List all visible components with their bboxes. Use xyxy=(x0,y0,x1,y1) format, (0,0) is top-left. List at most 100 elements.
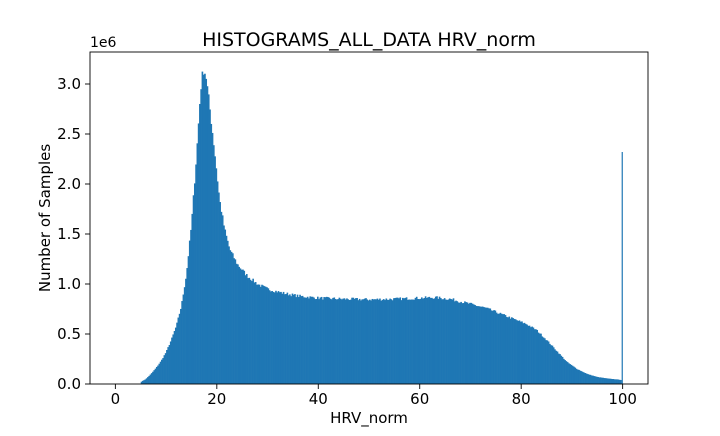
histogram-bar xyxy=(277,291,280,384)
histogram-bar xyxy=(432,298,435,384)
histogram-bar xyxy=(564,360,566,384)
histogram-bar xyxy=(560,355,563,384)
histogram-bar xyxy=(289,294,291,384)
histogram-bar xyxy=(333,297,336,384)
histogram-bar xyxy=(173,330,176,384)
histogram-bar xyxy=(537,332,540,384)
histogram-bar xyxy=(309,296,312,384)
histogram-bar xyxy=(254,282,257,384)
histogram-bar xyxy=(314,299,317,384)
histogram-bar xyxy=(211,132,214,384)
histogram-bar xyxy=(306,296,309,384)
histogram-bar xyxy=(215,168,218,384)
chart-title: HISTOGRAMS_ALL_DATA HRV_norm xyxy=(202,29,536,51)
histogram-bar xyxy=(522,323,525,384)
histogram-bar xyxy=(502,314,504,384)
histogram-bar xyxy=(352,297,355,384)
histogram-bar xyxy=(259,286,262,384)
histogram-bar xyxy=(607,378,610,384)
histogram-bar xyxy=(593,376,596,384)
histogram-bar xyxy=(244,275,247,384)
histogram-bar xyxy=(492,310,494,384)
histogram-bar xyxy=(415,296,418,384)
histogram-bar xyxy=(205,78,208,384)
histogram-bar xyxy=(362,299,365,384)
histogram-bar xyxy=(407,299,409,384)
histogram-bar xyxy=(341,299,343,384)
histogram-bar xyxy=(578,369,580,384)
histogram-bar xyxy=(185,278,187,384)
histogram-bar xyxy=(263,286,266,384)
histogram-bar xyxy=(251,281,253,384)
histogram-bar xyxy=(528,325,531,384)
histogram-bar xyxy=(571,365,574,384)
histogram-bar xyxy=(516,320,518,384)
histogram-bar xyxy=(183,287,186,384)
histogram-bar xyxy=(486,307,489,384)
histogram-bar xyxy=(209,109,211,384)
histogram-bar xyxy=(187,256,190,384)
histogram-bar xyxy=(164,353,167,384)
histogram-bar xyxy=(360,300,362,384)
histogram-bar xyxy=(163,355,166,384)
histogram-bar xyxy=(238,266,240,384)
histogram-bar xyxy=(224,229,227,384)
histogram-bar xyxy=(574,367,577,384)
histogram-bar xyxy=(332,297,334,384)
histogram-bar xyxy=(446,299,448,384)
histogram-bar xyxy=(448,298,451,384)
histogram-bar xyxy=(351,297,353,384)
histogram-bar xyxy=(182,294,185,384)
histogram-bar xyxy=(527,325,530,384)
histogram-bar xyxy=(256,284,258,384)
histogram-bar xyxy=(361,299,364,384)
histogram-bar xyxy=(423,297,426,384)
histogram-bar xyxy=(225,235,228,384)
histogram-bar xyxy=(143,380,145,384)
histogram-bar xyxy=(155,366,158,384)
histogram-bar xyxy=(472,304,475,384)
histogram-bar xyxy=(336,299,338,384)
axes-frame xyxy=(89,51,649,385)
histogram-bar xyxy=(382,299,385,384)
histogram-bar xyxy=(299,294,301,384)
histogram-bar xyxy=(282,291,285,384)
histogram-bar xyxy=(451,299,454,384)
x-tick-label: 20 xyxy=(207,390,226,408)
histogram-bar xyxy=(440,298,442,384)
histogram-bar xyxy=(417,299,419,384)
histogram-bar xyxy=(275,290,277,384)
histogram-bar xyxy=(466,302,469,384)
histogram-bar xyxy=(235,263,238,384)
histogram-bar xyxy=(180,308,182,384)
histogram-bar xyxy=(545,340,547,384)
histogram-bar xyxy=(499,312,502,384)
histogram-bar xyxy=(234,259,237,384)
histogram-bar xyxy=(169,341,172,384)
histogram-bar xyxy=(204,73,206,384)
histogram-bar xyxy=(538,333,541,384)
histogram-bar xyxy=(561,356,564,384)
histogram-bar xyxy=(412,299,414,384)
histogram-bar xyxy=(233,258,235,384)
histogram-bar xyxy=(248,277,251,384)
histogram-bar xyxy=(447,299,450,384)
histogram-bar xyxy=(555,350,558,384)
histogram-bar xyxy=(585,373,588,384)
histogram-bar xyxy=(436,296,438,384)
histogram-bar xyxy=(490,310,493,384)
histogram-bar xyxy=(509,318,512,384)
histogram-bar xyxy=(292,294,295,384)
histogram-bar xyxy=(266,287,268,384)
histogram-bar xyxy=(603,378,606,384)
histogram-bar xyxy=(583,372,585,384)
histogram-bar xyxy=(265,286,267,384)
histogram-bar xyxy=(286,292,289,384)
histogram-bar xyxy=(300,296,303,384)
histogram-bar xyxy=(498,313,500,384)
histogram-bar xyxy=(294,294,296,384)
histogram-bar xyxy=(474,304,476,384)
histogram-bar xyxy=(355,298,357,384)
histogram-bar xyxy=(611,378,613,384)
histogram-bar xyxy=(500,313,503,384)
